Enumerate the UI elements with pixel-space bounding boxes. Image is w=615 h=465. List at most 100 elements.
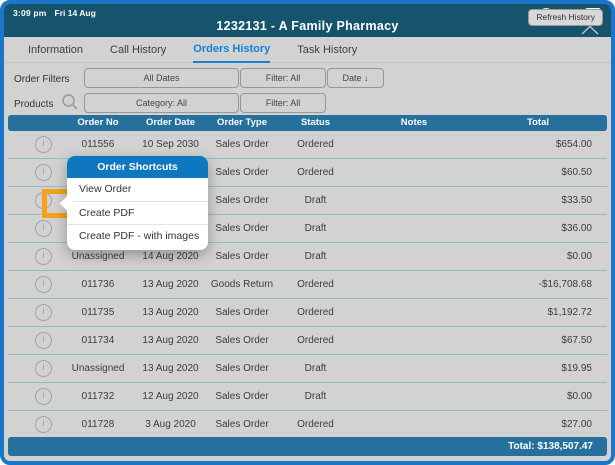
info-icon[interactable]: i [35,220,52,237]
cell-order-date: 10 Sep 2030 [142,139,199,150]
cell-status: Ordered [297,419,334,430]
tab-task-history[interactable]: Task History [297,43,358,56]
cell-total: $67.50 [561,335,592,346]
info-icon[interactable]: i [35,304,52,321]
column-header-order-date: Order Date [145,117,196,128]
info-icon[interactable]: i [35,360,52,377]
info-icon[interactable]: i [35,276,52,293]
cell-total: $0.00 [566,251,592,262]
order-filter-button-2[interactable]: Filter: All [240,68,326,88]
cell-order-type: Sales Order [215,363,269,374]
cell-order-no: Unassigned [71,363,125,374]
cell-order-type: Sales Order [215,251,269,262]
cell-order-no: 011735 [81,307,115,318]
column-header-notes: Notes [400,117,428,128]
order-shortcuts-menu: Order Shortcuts View Order Create PDF Crea… [59,156,208,250]
column-header-total: Total [527,117,549,128]
products-label: Products [14,99,54,110]
table-row[interactable]: i 011556 10 Sep 2030 Sales Order Ordered $654… [8,131,607,159]
info-icon[interactable]: i [35,332,52,349]
cell-order-no: 011734 [81,335,115,346]
info-icon[interactable]: i [35,416,52,433]
cell-order-type: Sales Order [215,223,269,234]
table-row[interactable]: i Sales Order Draft $36.00 [8,215,607,243]
refresh-history-button[interactable]: Refresh History [528,9,603,26]
table-row[interactable]: i Unassigned 13 Aug 2020 Sales Order Draft $1… [8,355,607,383]
status-bar: 3:09 pm Fri 14 Aug 21% [13,7,603,19]
cell-status: Ordered [297,279,334,290]
cell-order-type: Sales Order [215,307,269,318]
cell-order-no: 011736 [81,279,115,290]
table-row[interactable]: i 011735 13 Aug 2020 Sales Order Ordered $1,1… [8,299,607,327]
tab-information[interactable]: Information [28,43,84,56]
cell-total: -$16,708.68 [538,279,592,290]
cell-order-no: Unassigned [71,251,125,262]
column-header-order-no: Order No [77,117,119,128]
cell-status: Ordered [297,307,334,318]
product-filter-button-1[interactable]: Category: All [84,93,239,113]
cell-status: Draft [304,391,327,402]
cell-order-type: Sales Order [215,335,269,346]
cell-status: Draft [304,363,327,374]
info-icon[interactable]: i [35,248,52,265]
cell-total: $1,192.72 [547,307,593,318]
cell-status: Ordered [297,335,334,346]
page-title: 1232131 - A Family Pharmacy [216,19,399,33]
popup-title: Order Shortcuts [67,156,208,178]
tab-orders-history[interactable]: Orders History [193,37,271,63]
title-bar: 3:09 pm Fri 14 Aug 21% 1232131 - A Famil… [4,4,611,37]
cell-total: $27.00 [561,419,592,430]
cell-total: $36.00 [561,223,592,234]
cell-order-date: 13 Aug 2020 [142,363,199,374]
cell-order-date: 13 Aug 2020 [142,335,199,346]
table-row[interactable]: i 011736 13 Aug 2020 Goods Return Ordered -$1… [8,271,607,299]
table-row[interactable]: i 011732 12 Aug 2020 Sales Order Draft $0.00 [8,383,607,411]
order-filters-label: Order Filters [14,74,70,85]
cell-total: $0.00 [566,391,592,402]
cell-order-type: Sales Order [215,167,269,178]
tab-bar: Information Call History Orders History Tas… [4,37,611,63]
filter-panel: Order Filters Products All Dates Filter: … [4,63,611,115]
search-icon[interactable] [61,93,79,111]
cell-order-type: Sales Order [215,195,269,206]
table-row[interactable]: i Unassigned 14 Aug 2020 Sales Order Draft $0… [8,243,607,271]
cell-order-date: 13 Aug 2020 [142,307,199,318]
product-filter-button-2[interactable]: Filter: All [240,93,326,113]
status-time: 3:09 pm [13,8,47,18]
order-table: i 011556 10 Sep 2030 Sales Order Ordered $654… [8,131,607,439]
info-icon[interactable]: i [35,164,52,181]
menu-item-create-pdf[interactable]: Create PDF [67,201,208,224]
cell-order-type: Sales Order [215,139,269,150]
column-header-status: Status [300,117,331,128]
info-icon[interactable]: i [35,388,52,405]
cell-status: Ordered [297,139,334,150]
cell-status: Draft [304,223,327,234]
cell-status: Draft [304,251,327,262]
status-date: Fri 14 Aug [54,8,96,18]
table-row[interactable]: i 011734 13 Aug 2020 Sales Order Ordered $67.… [8,327,607,355]
cell-status: Ordered [297,167,334,178]
menu-item-create-pdf-with-images[interactable]: Create PDF - with images [67,224,208,247]
cell-order-date: 14 Aug 2020 [142,251,199,262]
table-row[interactable]: i 011728 3 Aug 2020 Sales Order Ordered $27.0… [8,411,607,439]
grand-total-bar: Total: $138,507.47 [8,437,607,456]
table-row[interactable]: i Sales Order Ordered $60.50 [8,159,607,187]
cell-total: $19.95 [561,363,592,374]
cell-order-type: Goods Return [210,279,274,290]
cell-status: Draft [304,195,327,206]
cell-order-type: Sales Order [215,419,269,430]
cell-order-type: Sales Order [215,391,269,402]
column-header-order-type: Order Type [217,117,267,128]
cell-total: $60.50 [561,167,592,178]
cell-order-no: 011556 [81,139,115,150]
info-icon[interactable]: i [35,136,52,153]
tab-call-history[interactable]: Call History [110,43,167,56]
cell-order-date: 13 Aug 2020 [142,279,199,290]
order-filter-button-1[interactable]: All Dates [84,68,239,88]
menu-item-view-order[interactable]: View Order [79,183,132,195]
order-filter-button-3[interactable]: Date ↓ [327,68,384,88]
cell-order-no: 011728 [81,419,115,430]
cell-order-date: 12 Aug 2020 [142,391,199,402]
cell-order-no: 011732 [81,391,115,402]
